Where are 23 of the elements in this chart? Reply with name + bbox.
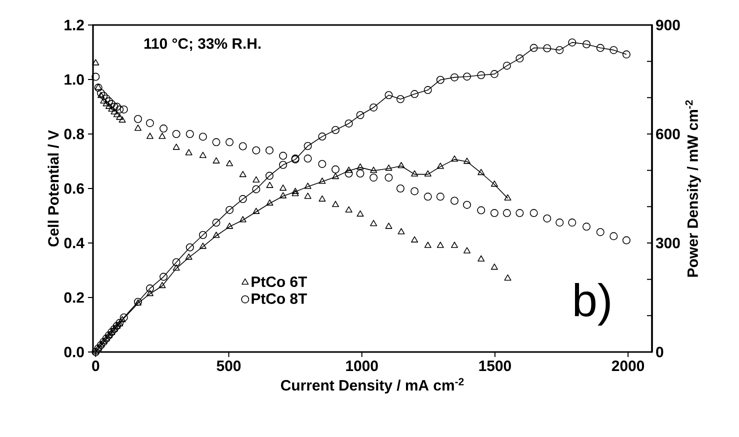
y-tick-label: 1.2 (64, 20, 84, 30)
y2-axis-title: Power Density / mW cm$^{-2}$ (685, 100, 701, 277)
legend-label: PtCo 8T (252, 293, 307, 304)
y2-tick-label: 900 (656, 20, 680, 30)
x-axis-title: Current Density / mA cm$^{-2}$ (281, 378, 464, 394)
x-tick-label: 2000 (612, 360, 644, 372)
x-tick-label: 0 (92, 360, 100, 372)
x-tick-label: 1500 (479, 360, 511, 372)
y-tick-label: 1.0 (64, 74, 84, 85)
annotation: 110 °C; 33% R.H. (144, 38, 261, 52)
y-tick-label: 0.8 (64, 128, 84, 140)
y2-tick-label: 600 (656, 128, 680, 140)
y-tick-label: 0.4 (64, 238, 84, 248)
y-axis-title: Cell Potential / V (48, 130, 59, 246)
y-tick-label: 0.2 (64, 292, 84, 303)
annotation: b) (574, 282, 610, 326)
y-tick-label: 0.6 (64, 183, 84, 194)
x-tick-label: 500 (216, 360, 241, 372)
y-tick-label: 0.0 (64, 346, 84, 358)
y2-tick-label: 300 (656, 238, 680, 248)
x-tick-label: 1000 (346, 360, 378, 372)
legend-label: PtCo 6T (252, 276, 307, 288)
y2-tick-label: 0 (656, 346, 664, 358)
